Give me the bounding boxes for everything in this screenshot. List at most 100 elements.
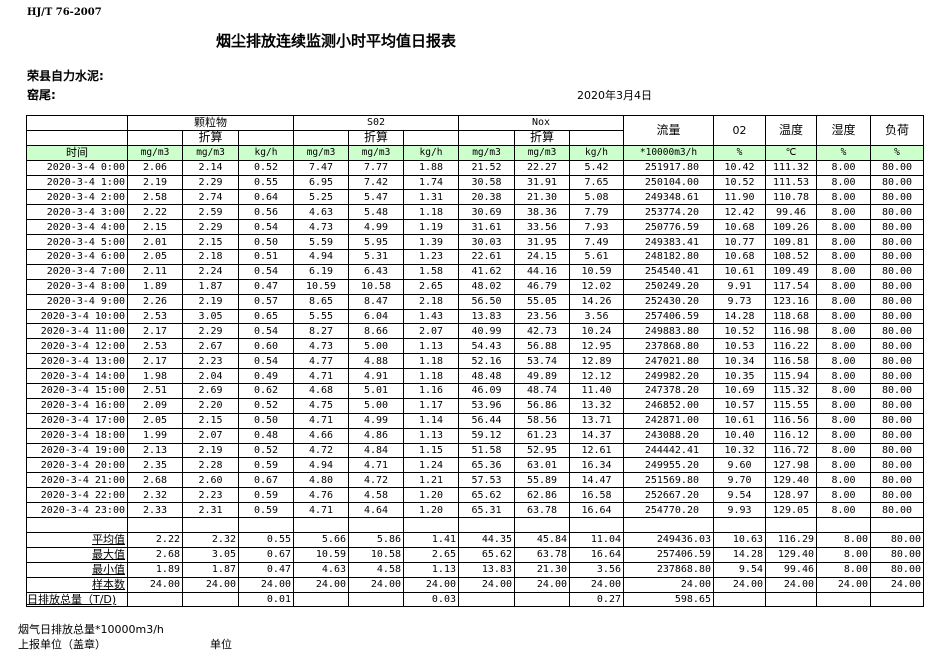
value-cell: 12.02: [569, 278, 624, 295]
row-label: 2020-3-4 13:00: [26, 353, 128, 370]
value-cell: [182, 591, 239, 608]
value-cell: 46.09: [458, 383, 515, 399]
reporting-unit-label: 上报单位（盖章）: [18, 638, 106, 651]
value-cell: 22.27: [514, 159, 570, 176]
row-label: 2020-3-4 14:00: [26, 368, 128, 385]
value-cell: 2.17: [127, 353, 183, 370]
value-cell: 10.58: [348, 278, 404, 295]
value-cell: [127, 591, 183, 608]
value-cell: 1.13: [403, 561, 459, 578]
value-cell: 4.86: [348, 427, 404, 444]
value-cell: 5.59: [293, 234, 349, 251]
row-label: 2020-3-4 12:00: [26, 338, 128, 355]
value-cell: 9.91: [713, 278, 766, 295]
value-cell: 2.18: [182, 249, 239, 265]
value-cell: 8.00: [816, 353, 871, 370]
report-title: 烟尘排放连续监测小时平均值日报表: [215, 32, 456, 50]
value-cell: 2.65: [403, 546, 459, 563]
blank-cell: [403, 129, 459, 146]
value-cell: 129.40: [765, 472, 817, 489]
value-cell: 4.64: [348, 502, 404, 519]
value-cell: 4.63: [293, 561, 349, 578]
value-cell: 3.56: [569, 308, 624, 325]
row-label: 2020-3-4 20:00: [26, 457, 128, 474]
value-cell: 8.66: [348, 323, 404, 340]
value-cell: 249982.20: [623, 368, 714, 385]
value-cell: 53.96: [458, 397, 515, 414]
value-cell: 254540.41: [623, 263, 714, 280]
value-cell: 80.00: [870, 323, 924, 340]
value-cell: 24.00: [458, 576, 515, 593]
row-label: 2020-3-4 15:00: [26, 383, 128, 399]
row-label: [26, 517, 128, 533]
value-cell: 1.18: [403, 353, 459, 370]
value-cell: 246852.00: [623, 397, 714, 414]
value-cell: 16.64: [569, 502, 624, 519]
value-cell: 31.61: [458, 219, 515, 236]
value-cell: 116.58: [765, 353, 817, 370]
value-cell: 8.00: [816, 412, 871, 429]
table-row: 2020-3-4 22:00 2.32 2.23 0.59 4.76 4.58 1.20 65…: [26, 487, 924, 504]
value-cell: 8.00: [816, 323, 871, 340]
value-cell: 8.00: [816, 531, 871, 548]
value-cell: 31.95: [514, 234, 570, 251]
row-label: 2020-3-4 1:00: [26, 174, 128, 191]
value-cell: 257406.59: [623, 546, 714, 563]
value-cell: 4.91: [348, 368, 404, 385]
value-cell: 5.47: [348, 189, 404, 206]
value-cell: 116.22: [765, 338, 817, 355]
value-cell: 80.00: [870, 427, 924, 444]
value-cell: 1.98: [127, 368, 183, 385]
value-cell: 250104.00: [623, 174, 714, 191]
value-cell: 9.54: [713, 561, 766, 578]
value-cell: 10.42: [713, 159, 766, 176]
unit-cell: mg/m3: [293, 144, 349, 161]
value-cell: 56.44: [458, 412, 515, 429]
value-cell: 2.53: [127, 338, 183, 355]
value-cell: 2.32: [127, 487, 183, 504]
value-cell: 10.53: [713, 338, 766, 355]
value-cell: 8.00: [816, 502, 871, 519]
row-label: 2020-3-4 10:00: [26, 308, 128, 325]
value-cell: 80.00: [870, 472, 924, 489]
value-cell: 80.00: [870, 487, 924, 504]
value-cell: 12.12: [569, 368, 624, 385]
row-label: 2020-3-4 4:00: [26, 219, 128, 236]
value-cell: 1.74: [403, 174, 459, 191]
value-cell: 8.00: [816, 263, 871, 280]
value-cell: 4.71: [293, 368, 349, 385]
value-cell: [182, 517, 239, 533]
value-cell: 0.62: [238, 383, 294, 399]
value-cell: 0.55: [238, 531, 294, 548]
value-cell: 8.00: [816, 234, 871, 251]
value-cell: 6.95: [293, 174, 349, 191]
table-row: 2020-3-4 10:00 2.53 3.05 0.65 5.55 6.04 1.43 13…: [26, 308, 924, 325]
value-cell: [458, 591, 515, 608]
value-cell: 80.00: [870, 249, 924, 265]
table-row: 2020-3-4 7:00 2.11 2.24 0.54 6.19 6.43 1.58 41.…: [26, 263, 924, 280]
value-cell: 12.89: [569, 353, 624, 370]
value-cell: 2.20: [182, 397, 239, 414]
value-cell: 11.04: [569, 531, 624, 548]
value-cell: 24.00: [293, 576, 349, 593]
value-cell: 10.63: [713, 531, 766, 548]
value-cell: 257406.59: [623, 308, 714, 325]
value-cell: 80.00: [870, 308, 924, 325]
value-cell: 1.58: [403, 263, 459, 280]
value-cell: 5.61: [569, 249, 624, 265]
value-cell: 10.32: [713, 442, 766, 459]
row-label: 2020-3-4 6:00: [26, 249, 128, 265]
value-cell: 2.01: [127, 234, 183, 251]
value-cell: 128.97: [765, 487, 817, 504]
value-cell: 2.67: [182, 338, 239, 355]
value-cell: 4.71: [293, 502, 349, 519]
value-cell: 4.66: [293, 427, 349, 444]
value-cell: 123.16: [765, 293, 817, 310]
unit-cell: kg/h: [238, 144, 294, 161]
value-cell: 2.26: [127, 293, 183, 310]
value-cell: 1.16: [403, 383, 459, 399]
value-cell: 2.29: [182, 323, 239, 340]
value-cell: 16.34: [569, 457, 624, 474]
unit-cell: kg/h: [569, 144, 624, 161]
header-flow: 流量: [623, 115, 714, 146]
